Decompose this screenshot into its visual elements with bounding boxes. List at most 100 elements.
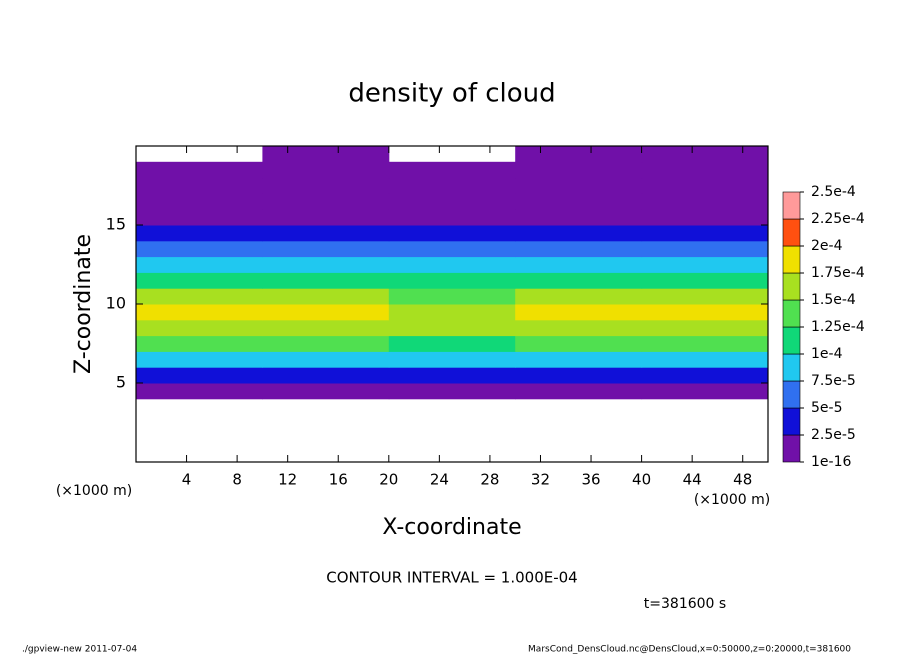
colorbar-box <box>782 407 801 436</box>
colorbar-box <box>782 218 801 247</box>
heat-cell <box>388 367 516 384</box>
heat-cell <box>515 161 643 179</box>
x-tick-label: 48 <box>733 471 752 489</box>
contour-note: CONTOUR INTERVAL = 1.000E-04 <box>326 569 577 587</box>
x-axis-title: X-coordinate <box>382 515 521 540</box>
heat-cell <box>388 177 516 194</box>
heat-cell <box>388 351 516 368</box>
colorbar-label: 1e-16 <box>811 454 851 470</box>
heat-cell <box>136 383 263 400</box>
heat-cell <box>388 319 516 337</box>
colorbar-label: 5e-5 <box>811 400 842 416</box>
heat-cell <box>515 304 643 321</box>
x-tick-label: 12 <box>278 471 297 489</box>
y-tick-label: 15 <box>106 215 126 234</box>
time-label: t=381600 s <box>644 596 726 612</box>
x-tick-label: 28 <box>480 471 499 489</box>
chart-title: density of cloud <box>348 79 555 109</box>
heat-cell <box>388 161 516 179</box>
colorbar-label: 1e-4 <box>811 346 843 362</box>
x-tick-label: 36 <box>581 471 600 489</box>
heat-cell <box>641 367 769 384</box>
colorbar-box <box>782 272 801 301</box>
heat-cell <box>641 383 769 400</box>
heat-cell <box>641 225 769 242</box>
x-tick-label: 44 <box>683 471 702 489</box>
heat-cell <box>388 225 516 242</box>
heat-cell <box>515 351 643 368</box>
colorbar-box <box>782 191 801 220</box>
heat-cell <box>262 225 390 242</box>
colorbar-box <box>782 380 801 409</box>
heat-cell <box>515 383 643 400</box>
heat-cell <box>262 161 390 179</box>
heat-cell <box>515 256 643 273</box>
colorbar-label: 2.5e-4 <box>811 184 856 200</box>
heat-cell <box>262 177 390 194</box>
heat-cell <box>515 319 643 337</box>
heat-cell <box>136 367 263 384</box>
heat-cell <box>262 240 390 258</box>
heat-cell <box>262 367 390 384</box>
x-tick-label: 16 <box>329 471 348 489</box>
heat-cell <box>641 304 769 321</box>
colorbar-label: 1.5e-4 <box>811 292 856 308</box>
heat-cell <box>262 335 390 352</box>
y-tick-label: 10 <box>106 294 126 313</box>
heat-cell <box>136 288 263 305</box>
heat-cell <box>262 209 390 226</box>
footer-right: MarsCond_DensCloud.nc@DensCloud,x=0:5000… <box>528 645 851 655</box>
colorbar-box <box>782 326 801 355</box>
y-axis-title: Z-coordinate <box>71 234 96 374</box>
footer-left: ./gpview-new 2011-07-04 <box>22 645 137 655</box>
colorbar-box <box>782 353 801 382</box>
heat-cell <box>136 161 263 179</box>
heat-cell <box>641 256 769 273</box>
x-tick-label: 8 <box>232 471 242 489</box>
x-tick-label: 24 <box>430 471 449 489</box>
heat-cell <box>515 272 643 289</box>
heat-cell <box>641 177 769 194</box>
heat-cell <box>136 193 263 210</box>
heat-cell <box>136 225 263 242</box>
colorbar-box <box>782 434 801 463</box>
colorbar-label: 2.25e-4 <box>811 211 865 227</box>
heat-cell <box>136 272 263 289</box>
heat-cell <box>388 304 516 321</box>
heat-cell <box>136 209 263 226</box>
heat-cell <box>262 146 390 163</box>
heat-cell <box>388 240 516 258</box>
heat-cell <box>262 193 390 210</box>
heat-cell <box>262 288 390 305</box>
heat-cell <box>641 193 769 210</box>
heat-cell <box>262 319 390 337</box>
y-tick-label: 5 <box>116 373 126 392</box>
heat-cell <box>136 304 263 321</box>
heat-cell <box>388 272 516 289</box>
heat-cell <box>641 288 769 305</box>
heat-cell <box>262 351 390 368</box>
heat-cell <box>136 335 263 352</box>
heat-cell <box>262 256 390 273</box>
heat-cell <box>388 256 516 273</box>
heat-cell <box>641 209 769 226</box>
colorbar-label: 1.75e-4 <box>811 265 865 281</box>
heat-cell <box>641 351 769 368</box>
x-tick-label: 32 <box>531 471 550 489</box>
colorbar-box <box>782 299 801 328</box>
heat-cell <box>388 209 516 226</box>
heat-cell <box>515 240 643 258</box>
heat-cell <box>515 225 643 242</box>
heat-cell <box>136 177 263 194</box>
x-unit: (×1000 m) <box>694 492 770 508</box>
x-tick-label: 4 <box>182 471 192 489</box>
colorbar-label: 2.5e-5 <box>811 427 856 443</box>
heat-cell <box>641 272 769 289</box>
heat-cell <box>388 193 516 210</box>
heat-cell <box>641 319 769 337</box>
heat-cell <box>136 319 263 337</box>
heat-cell <box>515 288 643 305</box>
heat-cell <box>515 146 643 163</box>
colorbar-label: 7.5e-5 <box>811 373 856 389</box>
